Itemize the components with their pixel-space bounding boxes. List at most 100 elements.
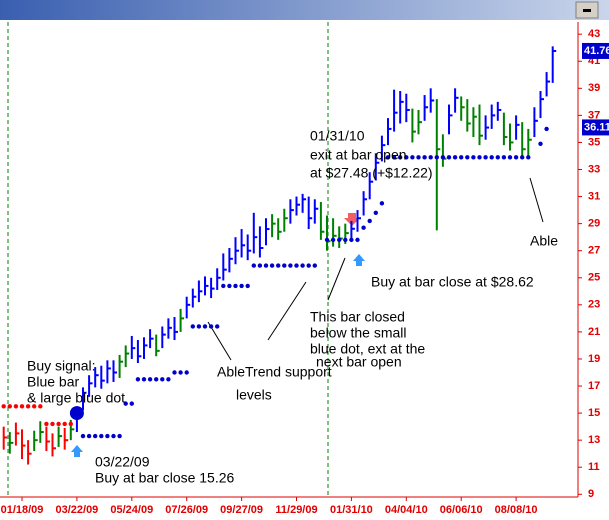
- y-tick-label: 41: [588, 55, 600, 67]
- x-tick-label: 01/31/10: [330, 504, 373, 516]
- support-dot: [245, 283, 250, 289]
- support-dot: [294, 263, 299, 268]
- y-tick-label: 39: [588, 82, 600, 94]
- annotation: AbleTrend support: [217, 364, 332, 380]
- support-dot: [251, 263, 256, 268]
- support-dot: [343, 237, 348, 243]
- resistance-dot: [32, 404, 37, 409]
- support-dot: [172, 370, 177, 375]
- support-dot: [385, 155, 391, 160]
- support-dot: [355, 237, 360, 243]
- support-dot: [520, 155, 525, 160]
- support-dot: [324, 237, 330, 243]
- x-tick-label: 05/24/09: [110, 504, 153, 516]
- support-dot: [111, 433, 116, 439]
- support-dot: [215, 324, 220, 329]
- pointer-line: [529, 177, 544, 223]
- annotation: Blue bar: [27, 374, 79, 390]
- support-dot: [135, 377, 141, 382]
- support-dot: [489, 155, 494, 160]
- x-tick-label: 07/26/09: [165, 504, 208, 516]
- support-dot: [428, 155, 433, 160]
- support-dot: [257, 263, 263, 268]
- support-dot: [276, 263, 281, 268]
- pointer-line: [327, 257, 346, 301]
- y-tick-label: 19: [588, 353, 600, 365]
- support-dot: [373, 210, 378, 216]
- support-dot: [391, 155, 397, 160]
- x-tick-label: 06/06/10: [440, 504, 483, 516]
- support-dot: [269, 263, 275, 268]
- x-tick-label: 03/22/09: [55, 504, 98, 516]
- resistance-dot: [25, 404, 31, 409]
- x-tick-label: 04/04/10: [385, 504, 428, 516]
- resistance-dot: [1, 404, 6, 409]
- support-dot: [538, 141, 543, 146]
- y-tick-label: 33: [588, 163, 600, 175]
- support-dot: [337, 237, 342, 243]
- resistance-dot: [56, 421, 61, 427]
- support-dot: [202, 324, 208, 329]
- annotation: 03/22/09: [95, 454, 150, 470]
- resistance-dot: [44, 421, 49, 427]
- pointer-line: [267, 281, 307, 341]
- support-dot: [526, 155, 531, 160]
- support-dot: [160, 377, 165, 382]
- resistance-dot: [7, 404, 12, 409]
- support-dot: [190, 324, 195, 329]
- annotation: 01/31/10: [310, 128, 365, 144]
- support-dot: [483, 155, 488, 160]
- support-dot: [233, 283, 238, 289]
- annotation: This bar closed: [310, 309, 405, 325]
- buy-arrow: [353, 254, 365, 266]
- support-dot: [93, 433, 98, 439]
- support-dot: [471, 155, 476, 160]
- support-dot: [507, 155, 513, 160]
- last-price-label: 36.11: [584, 121, 609, 133]
- resistance-dot: [38, 404, 43, 409]
- y-tick-label: 31: [588, 190, 600, 202]
- support-dot: [227, 283, 232, 289]
- support-dot: [544, 126, 549, 132]
- support-dot: [513, 155, 519, 160]
- support-dot: [117, 433, 122, 439]
- support-dot: [80, 433, 86, 439]
- support-dot: [86, 433, 92, 439]
- support-dot: [446, 155, 452, 160]
- resistance-dot: [13, 404, 19, 409]
- annotation: next bar open: [316, 354, 402, 370]
- y-tick-label: 37: [588, 109, 600, 121]
- support-dot: [196, 324, 202, 329]
- support-dot: [208, 324, 214, 329]
- support-dot: [416, 155, 421, 160]
- buy-arrow: [71, 445, 83, 457]
- support-dot: [99, 433, 104, 439]
- support-dot: [459, 155, 464, 160]
- last-price-box: [582, 119, 609, 136]
- support-dot: [105, 433, 110, 439]
- support-dot: [361, 225, 366, 230]
- support-dot: [398, 155, 403, 160]
- support-dot: [221, 283, 226, 289]
- y-tick-label: 21: [588, 326, 600, 338]
- support-dot: [129, 401, 134, 406]
- annotation: Buy signal:: [27, 358, 95, 374]
- x-tick-label: 11/29/09: [275, 504, 317, 516]
- support-dot: [166, 377, 171, 382]
- button-icon: [583, 9, 591, 12]
- y-tick-label: 29: [588, 218, 600, 230]
- support-dot: [282, 263, 287, 268]
- resistance-dot: [50, 421, 55, 427]
- title-bar: [0, 0, 609, 20]
- support-dot: [123, 401, 128, 406]
- annotation: Able: [530, 233, 558, 249]
- support-dot: [495, 155, 500, 160]
- resistance-dot: [68, 421, 74, 427]
- y-tick-label: 13: [588, 434, 600, 446]
- y-tick-label: 23: [588, 299, 600, 311]
- annotation: Buy at bar close at $28.62: [371, 274, 534, 290]
- support-dot: [422, 155, 427, 160]
- support-dot: [300, 263, 305, 268]
- annotation: below the small: [310, 325, 407, 341]
